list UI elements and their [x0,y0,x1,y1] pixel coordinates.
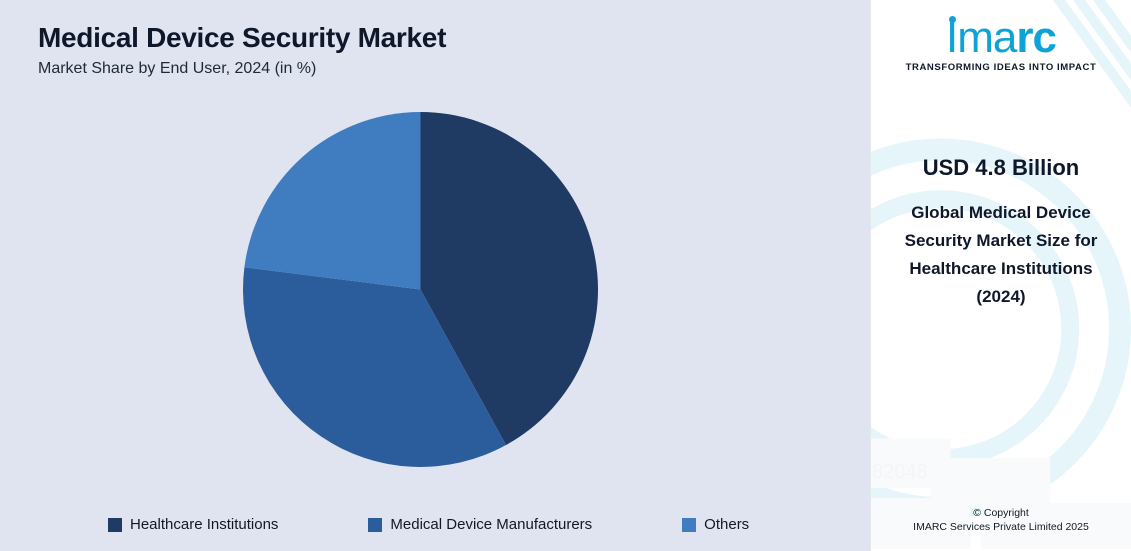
legend-label: Medical Device Manufacturers [390,516,592,533]
callout-description: Global Medical Device Security Market Si… [889,199,1113,311]
callout-figure: USD 4.8 Billion [889,155,1113,181]
legend-label: Healthcare Institutions [130,516,278,533]
logo-tagline: TRANSFORMING IDEAS INTO IMPACT [906,62,1097,73]
logo-text-part1: Ima [946,18,1016,58]
chart-title: Medical Device Security Market [38,22,842,54]
copyright-line1: © Copyright [913,506,1089,521]
legend-item: Others [682,516,749,533]
logo-wordmark: Imarc [906,18,1097,58]
pie-chart-area [38,78,842,516]
legend: Healthcare Institutions Medical Device Ma… [38,516,842,541]
legend-label: Others [704,516,749,533]
legend-swatch [682,518,696,532]
legend-swatch [108,518,122,532]
copyright-line2: IMARC Services Private Limited 2025 [913,520,1089,535]
callout-block: USD 4.8 Billion Global Medical Device Se… [883,155,1119,311]
chart-subtitle: Market Share by End User, 2024 (in %) [38,60,842,78]
logo-text-part2: rc [1016,13,1056,62]
svg-text:882048: 882048 [871,461,927,483]
pie-chart [243,112,598,467]
page: Medical Device Security Market Market Sh… [0,0,1131,551]
main-panel: Medical Device Security Market Market Sh… [0,0,870,551]
brand-logo: Imarc TRANSFORMING IDEAS INTO IMPACT [906,18,1097,73]
sidebar: 882048 Imarc TRANSFORMING IDEAS INTO IMP… [870,0,1131,551]
pie-slice [244,112,420,290]
copyright: © Copyright IMARC Services Private Limit… [913,506,1089,541]
legend-item: Medical Device Manufacturers [368,516,592,533]
legend-swatch [368,518,382,532]
legend-item: Healthcare Institutions [108,516,278,533]
